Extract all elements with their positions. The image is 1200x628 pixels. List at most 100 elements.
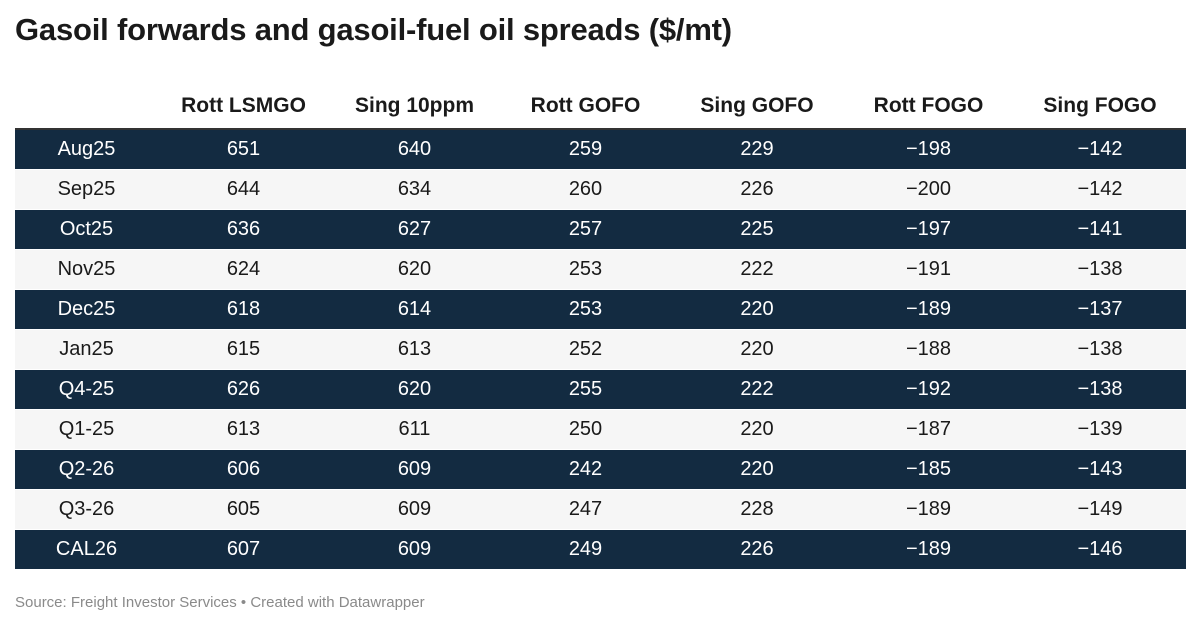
table-cell: 220 [671,289,843,330]
table-cell: −198 [843,129,1014,170]
table-row: Nov25 624 620 253 222 −191 −138 [15,249,1186,290]
row-label: Q1-25 [15,409,158,450]
table-cell: 249 [500,529,671,570]
table-cell: −146 [1014,529,1186,570]
table-cell: 220 [671,409,843,450]
table-cell: 651 [158,129,329,170]
table-cell: 222 [671,249,843,290]
table-cell: 609 [329,449,500,490]
table-cell: −188 [843,329,1014,370]
table-cell: 627 [329,209,500,250]
table-cell: −138 [1014,329,1186,370]
table-cell: −187 [843,409,1014,450]
row-label: Q3-26 [15,489,158,530]
table-cell: 620 [329,249,500,290]
row-label: Oct25 [15,209,158,250]
table-row: Q1-25 613 611 250 220 −187 −139 [15,409,1186,450]
table-cell: −192 [843,369,1014,410]
table-cell: −197 [843,209,1014,250]
header-row: Rott LSMGO Sing 10ppm Rott GOFO Sing GOFO Ro… [15,84,1186,130]
table-cell: 253 [500,289,671,330]
table-cell: 228 [671,489,843,530]
column-header [15,84,158,130]
table-cell: 614 [329,289,500,330]
table-cell: 618 [158,289,329,330]
table-cell: −138 [1014,249,1186,290]
table-cell: 226 [671,529,843,570]
table-cell: 247 [500,489,671,530]
table-cell: 253 [500,249,671,290]
row-label: Nov25 [15,249,158,290]
row-label: Jan25 [15,329,158,370]
row-label: Q4-25 [15,369,158,410]
row-label: CAL26 [15,529,158,570]
table-cell: −149 [1014,489,1186,530]
table-cell: 255 [500,369,671,410]
table-cell: 222 [671,369,843,410]
source-note: Source: Freight Investor Services • Crea… [15,594,425,611]
table-cell: −137 [1014,289,1186,330]
table-row: Q3-26 605 609 247 228 −189 −149 [15,489,1186,530]
table-cell: −142 [1014,129,1186,170]
table-cell: 640 [329,129,500,170]
table-cell: −189 [843,529,1014,570]
table-cell: 220 [671,449,843,490]
column-header: Rott LSMGO [158,84,329,130]
table-cell: 609 [329,529,500,570]
table-cell: −191 [843,249,1014,290]
table-cell: 624 [158,249,329,290]
table-cell: 259 [500,129,671,170]
column-header: Sing 10ppm [329,84,500,130]
table-cell: −189 [843,489,1014,530]
table-cell: 613 [329,329,500,370]
table-cell: 242 [500,449,671,490]
table-cell: 607 [158,529,329,570]
table-cell: 252 [500,329,671,370]
column-header: Rott FOGO [843,84,1014,130]
table-cell: 615 [158,329,329,370]
column-header: Sing GOFO [671,84,843,130]
table-cell: −139 [1014,409,1186,450]
table-row: Dec25 618 614 253 220 −189 −137 [15,289,1186,330]
table-cell: 611 [329,409,500,450]
table-cell: 636 [158,209,329,250]
table-cell: −143 [1014,449,1186,490]
table-row: Aug25 651 640 259 229 −198 −142 [15,129,1186,170]
table-cell: −200 [843,169,1014,210]
table-cell: 250 [500,409,671,450]
row-label: Aug25 [15,129,158,170]
column-header: Sing FOGO [1014,84,1186,130]
chart-title: Gasoil forwards and gasoil-fuel oil spre… [15,12,732,47]
table-cell: 225 [671,209,843,250]
table-cell: 613 [158,409,329,450]
table-row: Q4-25 626 620 255 222 −192 −138 [15,369,1186,410]
table-header: Rott LSMGO Sing 10ppm Rott GOFO Sing GOFO Ro… [15,84,1186,130]
table-cell: −142 [1014,169,1186,210]
table-cell: 644 [158,169,329,210]
table-row: Q2-26 606 609 242 220 −185 −143 [15,449,1186,490]
row-label: Dec25 [15,289,158,330]
table-row: Oct25 636 627 257 225 −197 −141 [15,209,1186,250]
table-cell: 605 [158,489,329,530]
table-cell: 620 [329,369,500,410]
table-row: Jan25 615 613 252 220 −188 −138 [15,329,1186,370]
table-cell: −189 [843,289,1014,330]
column-header: Rott GOFO [500,84,671,130]
table-row: Sep25 644 634 260 226 −200 −142 [15,169,1186,210]
row-label: Q2-26 [15,449,158,490]
table-cell: −138 [1014,369,1186,410]
table-cell: 260 [500,169,671,210]
table-body: Aug25 651 640 259 229 −198 −142 Sep25 644 634 260 2… [15,129,1186,570]
table-cell: 229 [671,129,843,170]
table-cell: 634 [329,169,500,210]
table-row: CAL26 607 609 249 226 −189 −146 [15,529,1186,570]
table-cell: 220 [671,329,843,370]
table-cell: 226 [671,169,843,210]
table-cell: 626 [158,369,329,410]
table-cell: 609 [329,489,500,530]
table-cell: 257 [500,209,671,250]
data-table: Rott LSMGO Sing 10ppm Rott GOFO Sing GOFO Ro… [15,84,1186,570]
table-cell: −185 [843,449,1014,490]
table-cell: −141 [1014,209,1186,250]
